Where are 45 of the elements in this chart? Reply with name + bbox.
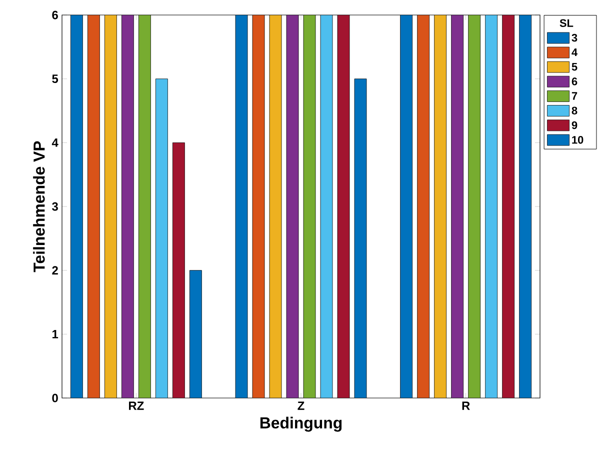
bar bbox=[87, 15, 100, 398]
bar bbox=[189, 270, 202, 398]
y-tick-label: 6 bbox=[52, 10, 58, 20]
bar bbox=[434, 15, 447, 398]
bar bbox=[354, 78, 367, 398]
bar bbox=[252, 15, 265, 398]
bar bbox=[468, 15, 481, 398]
y-tick-label: 2 bbox=[52, 266, 58, 275]
legend-label: 4 bbox=[572, 48, 578, 56]
legend-label: 6 bbox=[572, 78, 578, 86]
bar bbox=[235, 15, 248, 398]
y-tick-label: 3 bbox=[52, 202, 58, 211]
x-axis-title: Bedingung bbox=[260, 416, 342, 432]
x-tick-label: R bbox=[462, 402, 470, 410]
bar bbox=[502, 15, 515, 398]
bar bbox=[451, 15, 464, 398]
y-axis-title: Teilnehmende VP bbox=[33, 141, 45, 272]
bar bbox=[320, 15, 333, 398]
bar bbox=[519, 15, 532, 398]
legend-label: 10 bbox=[572, 136, 584, 144]
legend-title: SL bbox=[560, 19, 574, 27]
bar bbox=[155, 78, 168, 398]
bar bbox=[286, 15, 299, 398]
bar bbox=[70, 15, 83, 398]
y-tick-label: 5 bbox=[52, 74, 58, 83]
bar bbox=[400, 15, 413, 398]
legend-label: 7 bbox=[572, 92, 578, 100]
legend-label: 3 bbox=[572, 34, 578, 42]
bar bbox=[172, 142, 185, 398]
x-tick-label: RZ bbox=[129, 402, 144, 410]
bar bbox=[485, 15, 498, 398]
bar bbox=[104, 15, 117, 398]
bar bbox=[138, 15, 151, 398]
legend-label: 9 bbox=[572, 121, 578, 130]
bar bbox=[417, 15, 430, 398]
bar bbox=[269, 15, 282, 398]
bar bbox=[303, 15, 316, 398]
y-tick-label: 1 bbox=[52, 330, 58, 338]
y-tick-label: 4 bbox=[52, 138, 58, 147]
legend-label: 8 bbox=[572, 106, 578, 114]
x-tick-label: Z bbox=[298, 402, 304, 410]
legend-label: 5 bbox=[572, 63, 578, 71]
bar bbox=[121, 15, 134, 398]
y-tick-label: 0 bbox=[52, 394, 58, 402]
bar bbox=[337, 15, 350, 398]
